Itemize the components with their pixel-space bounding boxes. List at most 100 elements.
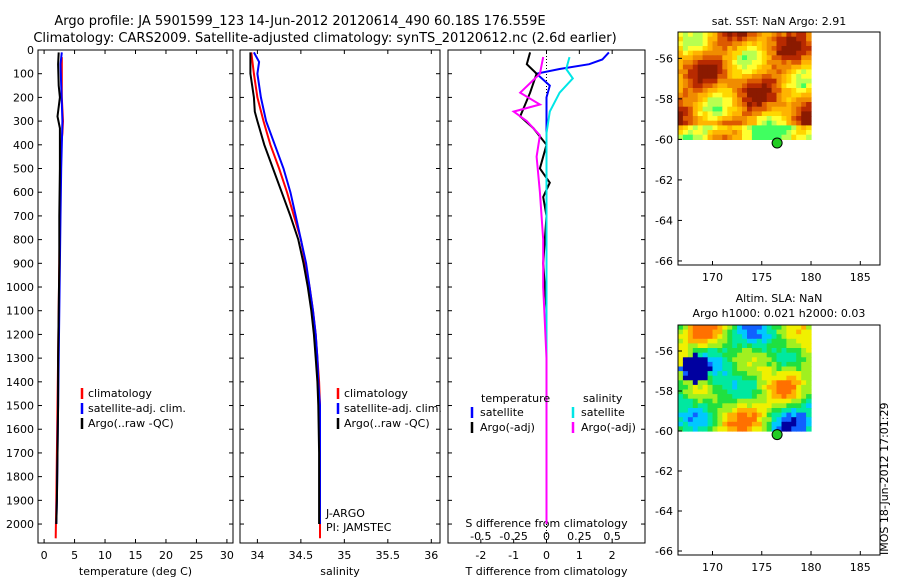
sla-map-heatmap-cell bbox=[697, 380, 704, 386]
sst-map-heatmap-cell bbox=[742, 55, 748, 61]
sst-map-heatmap-cell bbox=[682, 50, 689, 56]
sst-map-heatmap-cell bbox=[697, 97, 704, 103]
sla-map-heatmap-cell bbox=[742, 412, 748, 418]
sst-map-heatmap-cell bbox=[702, 64, 709, 70]
sla-map-heatmap-cell bbox=[737, 403, 743, 409]
sst-map-heatmap-cell bbox=[678, 120, 684, 126]
sla-map-heatmap-cell bbox=[771, 417, 778, 423]
sst-map-heatmap-cell bbox=[687, 50, 694, 56]
sst-map-heatmap-cell bbox=[692, 92, 699, 98]
temperature-frame bbox=[37, 49, 234, 544]
sst-map-ytick-label: -64 bbox=[655, 214, 673, 227]
sla-map-heatmap-cell bbox=[771, 357, 778, 363]
sst-map-heatmap-cell bbox=[771, 116, 778, 122]
sla-map-heatmap-cell bbox=[678, 394, 684, 400]
temperature-xtick-label: 15 bbox=[129, 549, 143, 562]
sst-map-heatmap-cell bbox=[702, 120, 709, 126]
sst-map-heatmap-cell bbox=[776, 50, 782, 56]
sla-map-heatmap-cell bbox=[707, 366, 714, 372]
sla-map-heatmap-cell bbox=[702, 389, 709, 395]
sst-map-heatmap-cell bbox=[776, 83, 782, 89]
sst-map-heatmap-cell bbox=[722, 120, 728, 126]
sla-map-heatmap-cell bbox=[727, 361, 733, 368]
sla-map-heatmap-cell bbox=[756, 375, 763, 381]
sla-map-heatmap-cell bbox=[806, 371, 812, 377]
sla-map-heatmap-cell bbox=[756, 371, 763, 377]
sla-map-heatmap-cell bbox=[801, 357, 807, 363]
sst-map-heatmap-cell bbox=[747, 102, 753, 108]
sst-map-heatmap-cell bbox=[722, 32, 728, 38]
sst-map-heatmap-cell bbox=[776, 130, 782, 136]
sst-map-heatmap-cell bbox=[781, 106, 787, 112]
sla-map-heatmap-cell bbox=[712, 384, 718, 391]
sla-map-heatmap-cell bbox=[806, 361, 812, 368]
sst-map-heatmap-cell bbox=[737, 64, 743, 70]
sla-map-title: Altim. SLA: NaN bbox=[736, 292, 823, 305]
sla-map-heatmap-cell bbox=[786, 325, 792, 331]
sla-map-heatmap-cell bbox=[712, 375, 718, 381]
sst-map-heatmap-cell bbox=[717, 36, 723, 42]
sla-map-heatmap-cell bbox=[761, 348, 768, 354]
sst-map-heatmap-cell bbox=[687, 83, 694, 89]
sst-map-heatmap-cell bbox=[786, 60, 792, 66]
sst-map-heatmap-cell bbox=[791, 116, 797, 122]
sst-map-heatmap-cell bbox=[737, 120, 743, 126]
sst-map-heatmap-cell bbox=[766, 69, 773, 75]
sla-map-heatmap-cell bbox=[687, 426, 694, 432]
sst-map-heatmap-cell bbox=[756, 116, 763, 122]
sst-map-heatmap-cell bbox=[742, 36, 748, 42]
sla-map-heatmap-cell bbox=[712, 426, 718, 432]
sst-map-heatmap-cell bbox=[722, 116, 728, 122]
sst-map-heatmap-cell bbox=[732, 50, 738, 56]
sst-map-heatmap-cell bbox=[771, 60, 778, 66]
sla-map-heatmap-cell bbox=[732, 348, 738, 354]
sst-map-heatmap-cell bbox=[801, 88, 807, 94]
sst-map-heatmap-cell bbox=[722, 60, 728, 66]
sst-map-heatmap-cell bbox=[756, 111, 763, 117]
sst-map-heatmap-cell bbox=[678, 36, 684, 42]
sla-map-heatmap-cell bbox=[732, 343, 738, 349]
sla-map-heatmap-cell bbox=[727, 426, 733, 432]
sla-map-heatmap-cell bbox=[751, 384, 758, 391]
sst-map-heatmap-cell bbox=[801, 78, 807, 84]
sla-map-heatmap-cell bbox=[682, 389, 689, 395]
sla-map-heatmap-cell bbox=[806, 329, 812, 335]
sst-map-heatmap-cell bbox=[801, 69, 807, 75]
sla-map-heatmap-cell bbox=[771, 338, 778, 344]
sla-map-heatmap-cell bbox=[791, 325, 797, 331]
sst-map-heatmap-cell bbox=[786, 97, 792, 103]
legend-header-salinity: salinity bbox=[583, 392, 623, 405]
sla-map-heatmap-cell bbox=[791, 394, 797, 400]
sla-map-heatmap-cell bbox=[678, 343, 684, 349]
sst-map-heatmap-cell bbox=[727, 92, 733, 98]
sst-map-heatmap-cell bbox=[742, 130, 748, 136]
sla-map-heatmap-cell bbox=[796, 338, 802, 344]
sla-map-heatmap-cell bbox=[707, 412, 714, 418]
sla-map-heatmap-cell bbox=[732, 417, 738, 423]
sla-map-heatmap-cell bbox=[702, 412, 709, 418]
sst-map-heatmap-cell bbox=[761, 50, 768, 56]
sla-map-heatmap-cell bbox=[692, 403, 699, 409]
salinity-xtick-label: 36 bbox=[424, 549, 438, 562]
sla-map-frame bbox=[677, 324, 881, 556]
sla-map-heatmap-cell bbox=[717, 426, 723, 432]
sst-map-heatmap-cell bbox=[747, 130, 753, 136]
sst-map-heatmap-cell bbox=[687, 120, 694, 126]
sla-map-ytick-label: -58 bbox=[655, 385, 673, 398]
sst-map-heatmap-cell bbox=[682, 116, 689, 122]
sst-map-heatmap-cell bbox=[687, 88, 694, 94]
sla-map-heatmap-cell bbox=[786, 426, 792, 432]
sla-map-heatmap-cell bbox=[791, 403, 797, 409]
sla-map-heatmap-cell bbox=[756, 403, 763, 409]
sst-map-heatmap-cell bbox=[761, 83, 768, 89]
sla-map-heatmap-cell bbox=[737, 371, 743, 377]
sla-map-heatmap-cell bbox=[682, 348, 689, 354]
sla-map-heatmap-cell bbox=[702, 417, 709, 423]
sst-map-heatmap-cell bbox=[776, 46, 782, 52]
sst-map-heatmap-cell bbox=[717, 106, 723, 112]
sst-map-heatmap-cell bbox=[692, 116, 699, 122]
sst-map-heatmap-cell bbox=[756, 92, 763, 98]
sst-map-heatmap-cell bbox=[786, 78, 792, 84]
sst-map-heatmap-cell bbox=[806, 92, 812, 98]
sst-map-heatmap-cell bbox=[722, 130, 728, 136]
